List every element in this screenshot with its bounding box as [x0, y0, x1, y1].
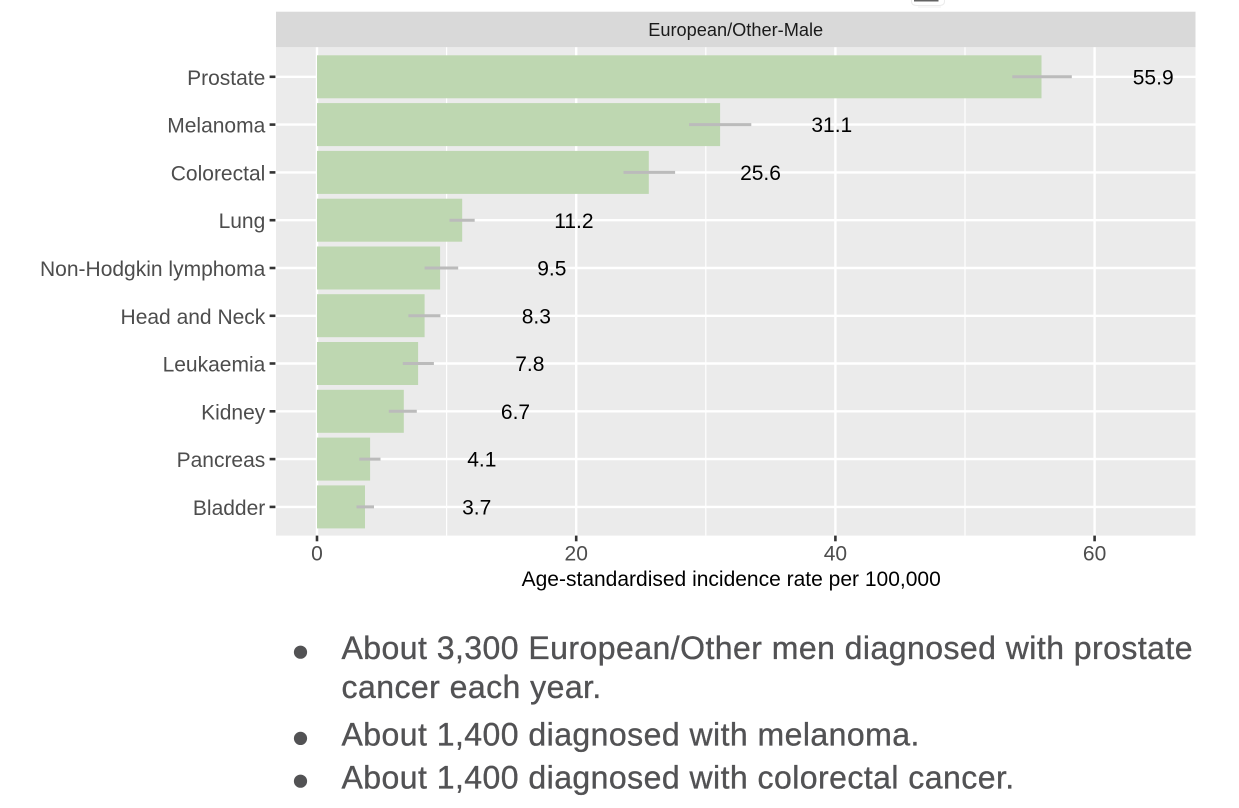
svg-text:8.3: 8.3: [522, 305, 551, 328]
svg-text:Lung: Lung: [219, 210, 266, 233]
svg-text:About 1,400 diagnosed with col: About 1,400 diagnosed with colorectal ca…: [342, 759, 1015, 795]
svg-text:Bladder: Bladder: [193, 497, 265, 520]
svg-text:0: 0: [311, 543, 323, 566]
svg-text:31.1: 31.1: [811, 114, 852, 137]
svg-text:Kidney: Kidney: [201, 401, 266, 424]
svg-text:Colorectal: Colorectal: [171, 162, 266, 185]
svg-text:20: 20: [565, 543, 588, 566]
svg-text:Age-standardised incidence rat: Age-standardised incidence rate per 100,…: [522, 568, 941, 591]
svg-text:55.9: 55.9: [1133, 66, 1174, 89]
svg-text:11.2: 11.2: [554, 210, 593, 233]
svg-text:Non-Hodgkin lymphoma: Non-Hodgkin lymphoma: [40, 258, 266, 281]
svg-text:7.8: 7.8: [515, 353, 544, 376]
svg-text:About 1,400 diagnosed with mel: About 1,400 diagnosed with melanoma.: [342, 716, 920, 752]
svg-text:9.5: 9.5: [537, 258, 566, 281]
svg-text:Prostate: Prostate: [187, 67, 265, 90]
svg-text:European/Other-Male: European/Other-Male: [648, 20, 823, 40]
svg-text:About 3,300 European/Other men: About 3,300 European/Other men diagnosed…: [342, 630, 1194, 666]
svg-text:4.1: 4.1: [467, 449, 496, 472]
svg-text:Melanoma: Melanoma: [167, 115, 265, 138]
svg-text:6.7: 6.7: [501, 401, 530, 424]
svg-text:Head and Neck: Head and Neck: [121, 306, 266, 329]
svg-text:60: 60: [1083, 543, 1106, 566]
svg-text:40: 40: [824, 543, 847, 566]
svg-text:25.6: 25.6: [740, 162, 781, 185]
svg-text:Pancreas: Pancreas: [177, 449, 266, 472]
svg-text:Leukaemia: Leukaemia: [163, 354, 266, 377]
svg-text:3.7: 3.7: [462, 497, 491, 520]
svg-text:cancer each year.: cancer each year.: [342, 669, 602, 705]
